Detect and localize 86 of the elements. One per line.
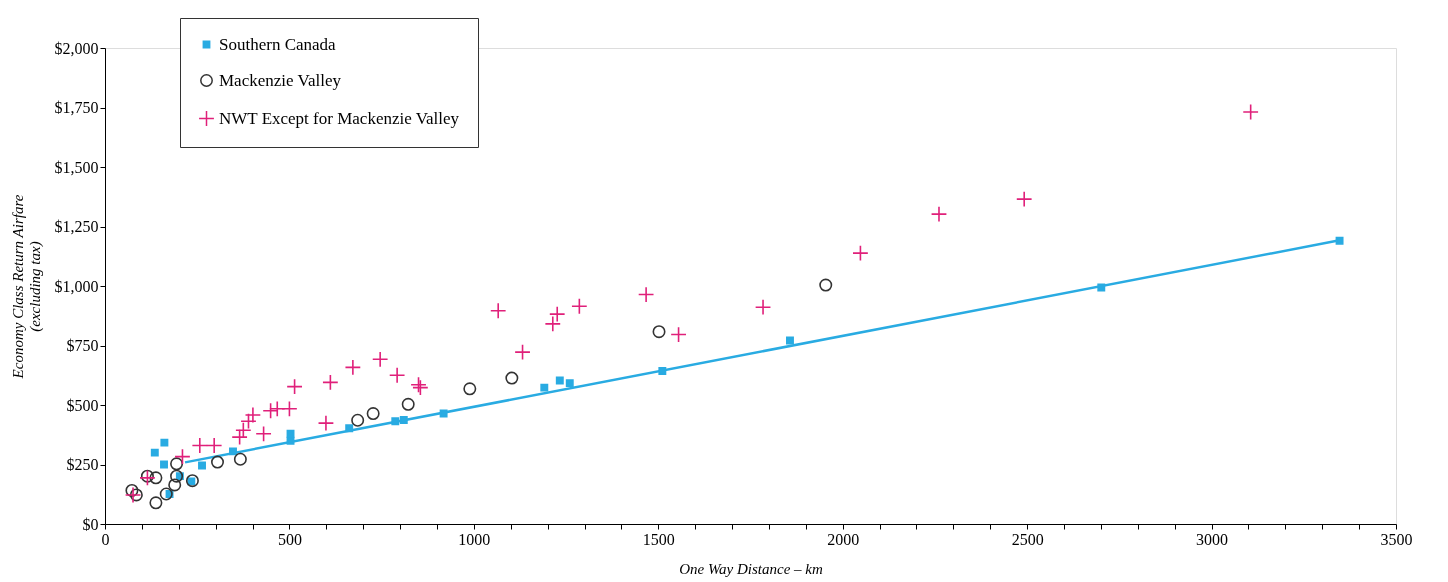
- point: [351, 413, 365, 427]
- legend-label: Mackenzie Valley: [219, 70, 342, 90]
- x-tick-label: 3000: [1196, 530, 1229, 548]
- point: [170, 457, 184, 471]
- point: [124, 486, 142, 504]
- point: [255, 425, 272, 443]
- point: [262, 402, 279, 419]
- x-tick-label: 2000: [827, 530, 860, 548]
- point: [286, 429, 295, 438]
- point: [786, 336, 794, 345]
- point: [174, 448, 191, 465]
- point: [125, 483, 139, 497]
- point: [852, 244, 869, 262]
- point: [233, 452, 247, 466]
- point: [571, 298, 588, 315]
- point: [244, 406, 262, 424]
- point: [322, 374, 339, 391]
- point: [344, 359, 362, 376]
- point: [489, 302, 507, 319]
- y-tick-label: $1,750: [54, 99, 99, 116]
- point: [160, 460, 168, 469]
- point: [229, 447, 237, 456]
- point: [670, 326, 687, 343]
- point: [1335, 236, 1344, 245]
- point: [399, 416, 408, 424]
- point: [505, 371, 519, 385]
- point: [652, 325, 666, 339]
- point: [235, 422, 252, 439]
- point: [549, 305, 566, 323]
- point: [366, 407, 380, 421]
- point: [1242, 103, 1259, 121]
- point: [514, 343, 531, 361]
- point: [198, 461, 206, 470]
- x-tick-label: 500: [277, 530, 302, 548]
- point: [170, 469, 184, 483]
- x-tick-label: 2500: [1011, 530, 1044, 548]
- point: [1015, 190, 1033, 208]
- point: [463, 382, 477, 396]
- point: [388, 367, 406, 384]
- point: [140, 469, 154, 483]
- point: [317, 414, 335, 432]
- point: [129, 488, 143, 502]
- y-tick-label: $750: [66, 337, 99, 354]
- y-tick-label: $0: [82, 515, 99, 533]
- legend-label: Southern Canada: [219, 34, 337, 54]
- point: [150, 448, 159, 457]
- point: [281, 400, 298, 418]
- point: [211, 455, 224, 469]
- point: [345, 424, 354, 433]
- point: [930, 205, 948, 223]
- y-tick-label: $2,000: [54, 39, 99, 57]
- legend-label: NWT Except for Mackenzie Valley: [219, 108, 460, 128]
- y-tick-label: $250: [66, 456, 99, 473]
- point: [160, 438, 169, 447]
- y-tick-label: $500: [66, 396, 99, 414]
- x-tick-label: 1500: [642, 530, 675, 548]
- point: [819, 278, 833, 292]
- point: [544, 315, 562, 333]
- point: [401, 397, 415, 411]
- x-tick-label: 1000: [458, 530, 491, 548]
- point: [168, 478, 182, 492]
- point: [371, 351, 389, 368]
- point: [637, 286, 655, 303]
- point: [391, 417, 400, 426]
- point: [286, 378, 303, 395]
- y-tick-label: $1,500: [54, 158, 99, 176]
- y-axis-title: Economy Class Return Airfare (excluding tax): [9, 194, 44, 380]
- point: [149, 496, 163, 510]
- point: [149, 471, 163, 485]
- point: [231, 428, 248, 446]
- point: [658, 367, 667, 375]
- point: [159, 487, 173, 501]
- y-tick-label: $1,000: [54, 277, 99, 295]
- x-tick-label: 0: [101, 530, 110, 548]
- y-tick-label: $1,250: [54, 218, 99, 235]
- x-tick-label: 3500: [1380, 530, 1413, 548]
- point: [565, 379, 574, 388]
- point: [555, 376, 564, 385]
- point: [191, 437, 209, 454]
- point: [139, 469, 156, 487]
- point: [1097, 283, 1106, 292]
- point: [205, 437, 223, 454]
- point: [754, 298, 772, 316]
- x-axis-title: One Way Distance – km: [679, 560, 823, 577]
- point: [540, 383, 549, 392]
- point: [439, 409, 448, 418]
